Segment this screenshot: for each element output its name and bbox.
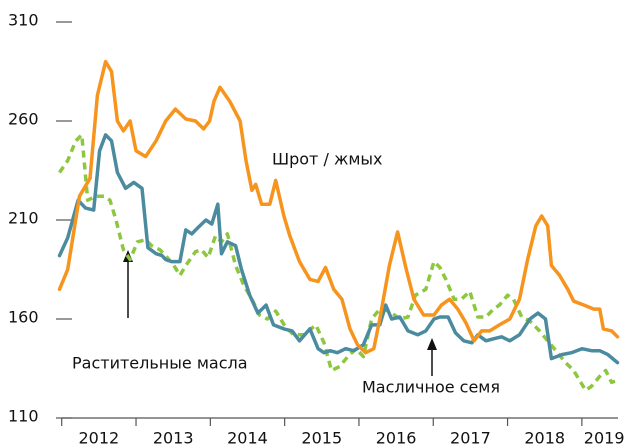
x-tick-label: 2014 [227, 429, 268, 448]
annotation: Шрот / жмых [272, 150, 383, 169]
y-tick-label: 110 [8, 407, 39, 426]
x-tick-label: 2016 [376, 429, 417, 448]
arrow-head [427, 338, 437, 350]
y-tick-label: 310 [8, 11, 39, 30]
series-line [57, 133, 620, 365]
annotation: Растительные масла [72, 354, 248, 373]
x-tick-label: 2013 [153, 429, 194, 448]
y-tick-label: 260 [8, 110, 39, 129]
x-tick-label: 2019 [584, 429, 625, 448]
x-tick-label: 2017 [450, 429, 491, 448]
x-tick-label: 2018 [524, 429, 565, 448]
y-tick-label: 160 [8, 308, 39, 327]
x-tick-label: 2012 [79, 429, 120, 448]
y-tick-label: 210 [8, 209, 39, 228]
series-line [57, 59, 620, 355]
annotation: Масличное семя [362, 378, 500, 397]
x-tick-label: 2015 [301, 429, 342, 448]
